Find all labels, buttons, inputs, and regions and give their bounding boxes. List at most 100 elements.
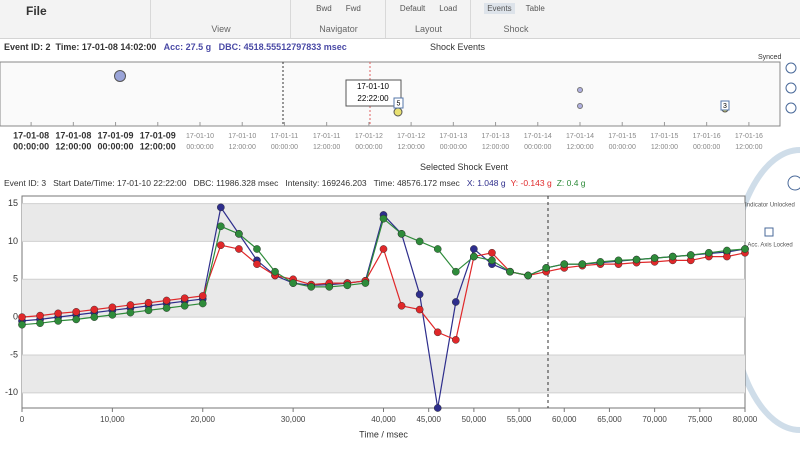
timeline-time: 12:00:00 (566, 144, 593, 151)
data-point (415, 305, 424, 314)
data-point (433, 404, 442, 412)
timeline-time: 12:00:00 (55, 141, 91, 151)
data-point (488, 248, 496, 257)
data-point (361, 279, 370, 287)
data-point (253, 260, 261, 268)
timeline-time: 00:00:00 (186, 144, 213, 151)
data-point (289, 279, 297, 287)
ribbon-button[interactable]: Events (484, 3, 515, 14)
data-point (596, 258, 605, 266)
data-point (614, 256, 623, 265)
data-point (397, 230, 406, 238)
data-point (126, 301, 135, 309)
data-point (741, 245, 749, 253)
zoom-out-button[interactable] (785, 82, 797, 94)
x-tick-label: 60,000 (552, 415, 577, 424)
zoom-in-button[interactable] (785, 62, 797, 74)
axis-lock-button[interactable] (764, 227, 774, 237)
data-point (90, 305, 99, 314)
event-bubble[interactable] (393, 107, 403, 117)
event-id: Event ID: 2 (4, 42, 51, 52)
data-point (180, 294, 189, 303)
data-point (36, 319, 44, 328)
ribbon-group: Default Load Layout (385, 0, 471, 38)
data-point (686, 251, 695, 259)
count-badge-text: 3 (723, 103, 727, 110)
data-point (271, 267, 279, 276)
ribbon-group-name: View (211, 24, 231, 34)
timeline-time: 00:00:00 (98, 141, 134, 151)
reset-button[interactable] (785, 102, 797, 114)
selected-event-info: Event ID: 3 Start Date/Time: 17-01-10 22:… (4, 178, 591, 188)
ribbon-button[interactable]: Table (525, 4, 545, 13)
data-point (723, 246, 731, 255)
indicator-button[interactable] (787, 175, 800, 191)
timeline-time: 00:00:00 (440, 144, 467, 151)
x-tick-label: 0 (20, 415, 25, 424)
data-point (217, 222, 225, 231)
timeline-date: 17-01-14 (524, 133, 552, 140)
data-point (198, 299, 207, 308)
info-field: Start Date/Time: 17-01-10 22:22:00 (53, 178, 187, 188)
x-axis-title: Time / msec (359, 429, 408, 439)
data-point (578, 260, 587, 268)
axis-reading: Y: -0.143 g (510, 178, 552, 188)
side-label: Indicator Unlocked (745, 203, 795, 209)
x-tick-label: 65,000 (597, 415, 622, 424)
data-point (72, 315, 81, 324)
data-point (343, 281, 352, 290)
x-tick-label: 80,000 (733, 415, 758, 424)
x-tick-label: 20,000 (191, 415, 216, 424)
grid-band (22, 355, 745, 393)
x-tick-label: 70,000 (642, 415, 667, 424)
data-point (144, 298, 153, 307)
data-point (253, 245, 261, 253)
x-tick-label: 30,000 (281, 415, 306, 424)
info-field: DBC: 11986.328 msec (193, 178, 279, 188)
ribbon-button[interactable]: Load (439, 4, 458, 13)
file-menu[interactable]: File (26, 4, 47, 18)
data-point (650, 254, 659, 262)
data-point (235, 230, 243, 238)
data-point (198, 292, 207, 300)
data-point (217, 241, 225, 250)
count-badge (393, 97, 404, 109)
timeline-time: 12:00:00 (482, 144, 509, 151)
ribbon-button[interactable]: Bwd (316, 4, 332, 13)
timeline-date: 17-01-08 (13, 130, 49, 140)
timeline-time: 12:00:00 (735, 144, 762, 151)
timeline-date: 17-01-11 (313, 133, 341, 140)
timeline-date: 17-01-15 (608, 133, 636, 140)
axis-reading: X: 1.048 g (466, 178, 506, 188)
y-tick-label: -5 (10, 349, 18, 359)
timeline-time: 00:00:00 (355, 144, 382, 151)
data-point (217, 203, 225, 212)
timeline-date: 17-01-13 (439, 133, 467, 140)
x-tick-label: 75,000 (688, 415, 713, 424)
event-bubble[interactable] (577, 103, 583, 109)
event-bubble[interactable] (577, 87, 583, 93)
data-point (18, 313, 26, 321)
y-tick-label: -10 (5, 387, 18, 397)
data-point (54, 317, 62, 325)
data-point (162, 296, 171, 305)
ribbon-group: Bwd Fwd Navigator (290, 0, 386, 38)
ribbon-group-name: Navigator (319, 24, 358, 34)
ribbon-button[interactable]: Fwd (345, 4, 361, 13)
tooltip-date: 17-01-10 (357, 82, 390, 91)
timeline-time: 12:00:00 (313, 144, 340, 151)
data-point (379, 245, 388, 253)
data-point (307, 283, 316, 291)
data-point (325, 283, 334, 291)
timeline-time: 00:00:00 (271, 144, 298, 151)
data-point (433, 328, 442, 337)
data-point (72, 308, 81, 316)
ribbon-button[interactable]: Default (399, 4, 426, 13)
timeline-time: 00:00:00 (609, 144, 636, 151)
timeline-time: 12:00:00 (229, 144, 256, 151)
event-dbc: DBC: 4518.55512797833 msec (218, 42, 347, 52)
event-bubble[interactable] (114, 70, 126, 82)
timeline-time: 12:00:00 (397, 144, 424, 151)
